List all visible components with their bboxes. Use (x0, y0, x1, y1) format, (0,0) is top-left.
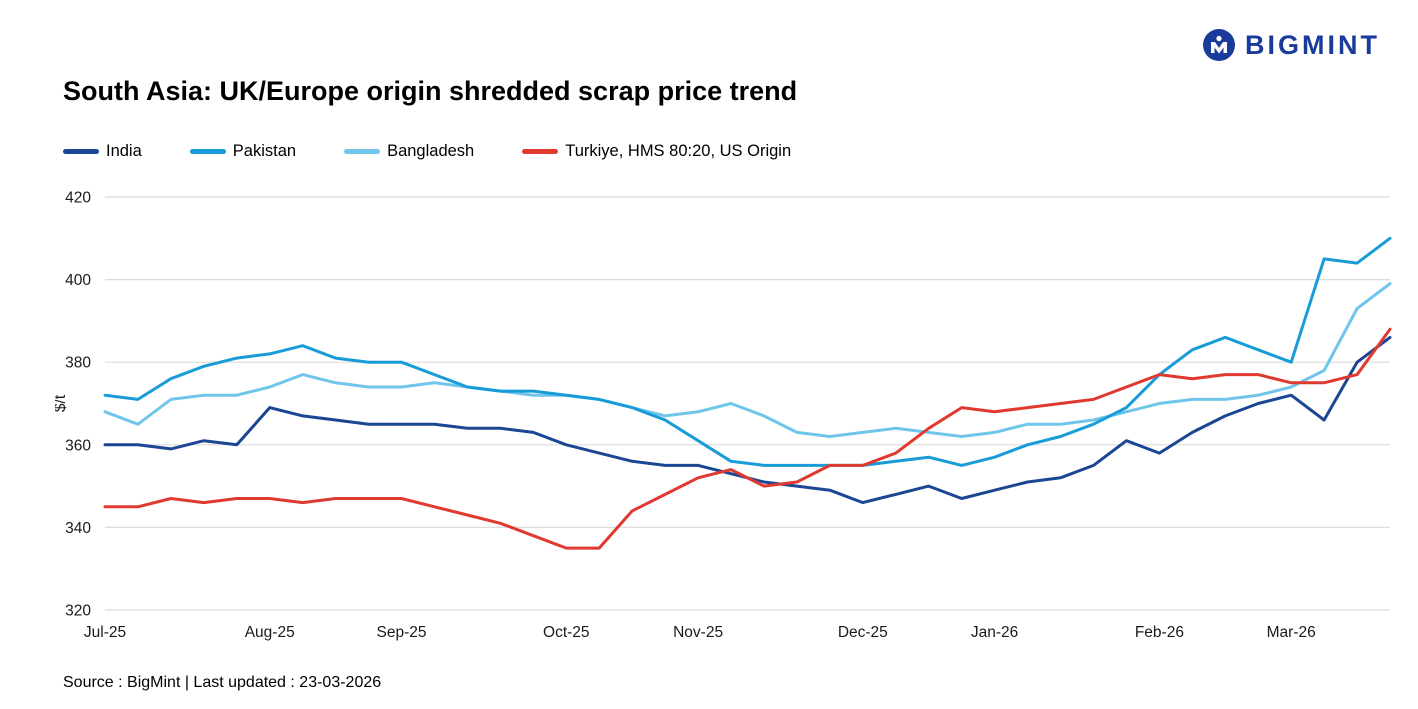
legend-item-turkiye-hms-80-20-us-origin: Turkiye, HMS 80:20, US Origin (522, 142, 791, 161)
series-line-pakistan (103, 236, 1392, 467)
y-tick-label-380: 380 (65, 355, 91, 372)
legend-item-india: India (63, 142, 142, 161)
y-axis-label: $/t (55, 394, 69, 412)
bigmint-logo-text: BIGMINT (1245, 29, 1380, 60)
legend-swatch-pakistan (189, 149, 226, 154)
source-note: Source : BigMint | Last updated : 23-03-… (63, 674, 382, 691)
legend-swatch-bangladesh (344, 149, 381, 154)
y-tick-label-400: 400 (65, 272, 91, 289)
y-tick-label-320: 320 (65, 603, 91, 620)
legend-item-bangladesh: Bangladesh (344, 142, 474, 161)
bigmint-logo: BIGMINT (1202, 28, 1380, 62)
legend-swatch-turkiye-hms-80-20-us-origin (522, 149, 559, 154)
x-tick-label-jul-25: Jul-25 (84, 624, 126, 641)
x-tick-label-mar-26: Mar-26 (1267, 624, 1316, 641)
series-line-bangladesh (103, 282, 1392, 438)
page-title: South Asia: UK/Europe origin shredded sc… (63, 76, 798, 106)
chart-legend: India Pakistan Bangladesh Turkiye, HMS 80:2… (63, 142, 791, 161)
x-tick-label-jan-26: Jan-26 (971, 624, 1018, 641)
legend-label-pakistan: Pakistan (232, 142, 297, 160)
x-tick-label-sep-25: Sep-25 (377, 624, 427, 641)
legend-label-india: India (106, 142, 142, 160)
x-tick-label-dec-25: Dec-25 (838, 624, 888, 641)
price-trend-chart: 320 340 360 380 400 420 Jul-25 Aug-25 Sep-25 Oct-… (55, 190, 1392, 641)
x-tick-label-feb-26: Feb-26 (1135, 624, 1184, 641)
legend-label-turkiye-hms-80-20-us-origin: Turkiye, HMS 80:20, US Origin (565, 142, 792, 160)
legend-swatch-india (63, 149, 99, 154)
y-tick-label-360: 360 (65, 437, 91, 454)
legend-item-pakistan: Pakistan (189, 142, 297, 161)
y-tick-label-420: 420 (65, 190, 91, 207)
x-tick-label-aug-25: Aug-25 (245, 624, 295, 641)
bigmint-logo-icon (1203, 29, 1235, 61)
legend-label-bangladesh: Bangladesh (387, 142, 475, 160)
x-tick-label-nov-25: Nov-25 (673, 624, 723, 641)
x-tick-label-oct-25: Oct-25 (543, 624, 590, 641)
y-tick-label-340: 340 (65, 520, 91, 537)
series-line-turkiye-hms-80-20-us-origin (103, 327, 1392, 550)
